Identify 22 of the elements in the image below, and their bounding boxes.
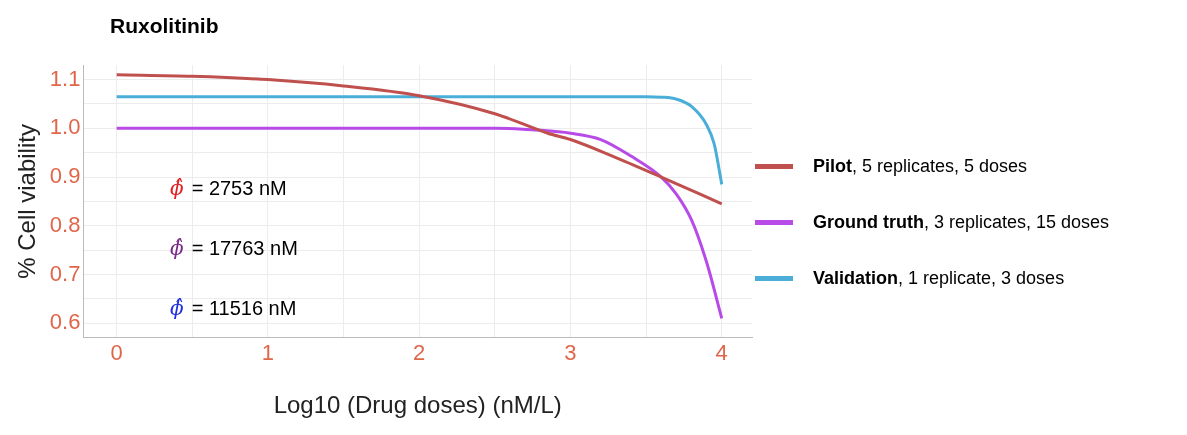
x-axis-title: Log10 (Drug doses) (nM/L) — [273, 391, 562, 419]
line-series — [115, 73, 724, 206]
y-tick-label: 0.6 — [49, 309, 81, 335]
legend-label: Validation, 1 replicate, 3 doses — [813, 267, 1065, 289]
legend-label: Pilot, 5 replicates, 5 doses — [813, 155, 1028, 177]
y-tick-label: 0.9 — [49, 163, 81, 189]
x-tick-label: 4 — [715, 340, 728, 366]
y-tick-label: 0.7 — [49, 260, 81, 286]
annotation: ϕ̂ = 11516 nM — [170, 296, 297, 320]
x-tick-label: 1 — [261, 340, 275, 366]
y-tick-label: 1.1 — [49, 65, 81, 91]
x-tick-label: 3 — [564, 340, 577, 366]
x-tick-label: 2 — [413, 340, 426, 366]
annotation: ϕ̂ = 17763 nM — [170, 236, 298, 260]
annotation: ϕ̂ = 2753 nM — [170, 176, 287, 200]
line-series — [115, 126, 724, 320]
y-tick-label: 1.0 — [49, 114, 81, 140]
chart-title: Ruxolitinib — [110, 14, 219, 38]
y-axis-title: % Cell viability — [13, 124, 41, 279]
legend-label: Ground truth, 3 replicates, 15 doses — [813, 211, 1110, 233]
y-tick-label: 0.8 — [49, 211, 81, 237]
x-tick-label: 0 — [110, 340, 123, 366]
